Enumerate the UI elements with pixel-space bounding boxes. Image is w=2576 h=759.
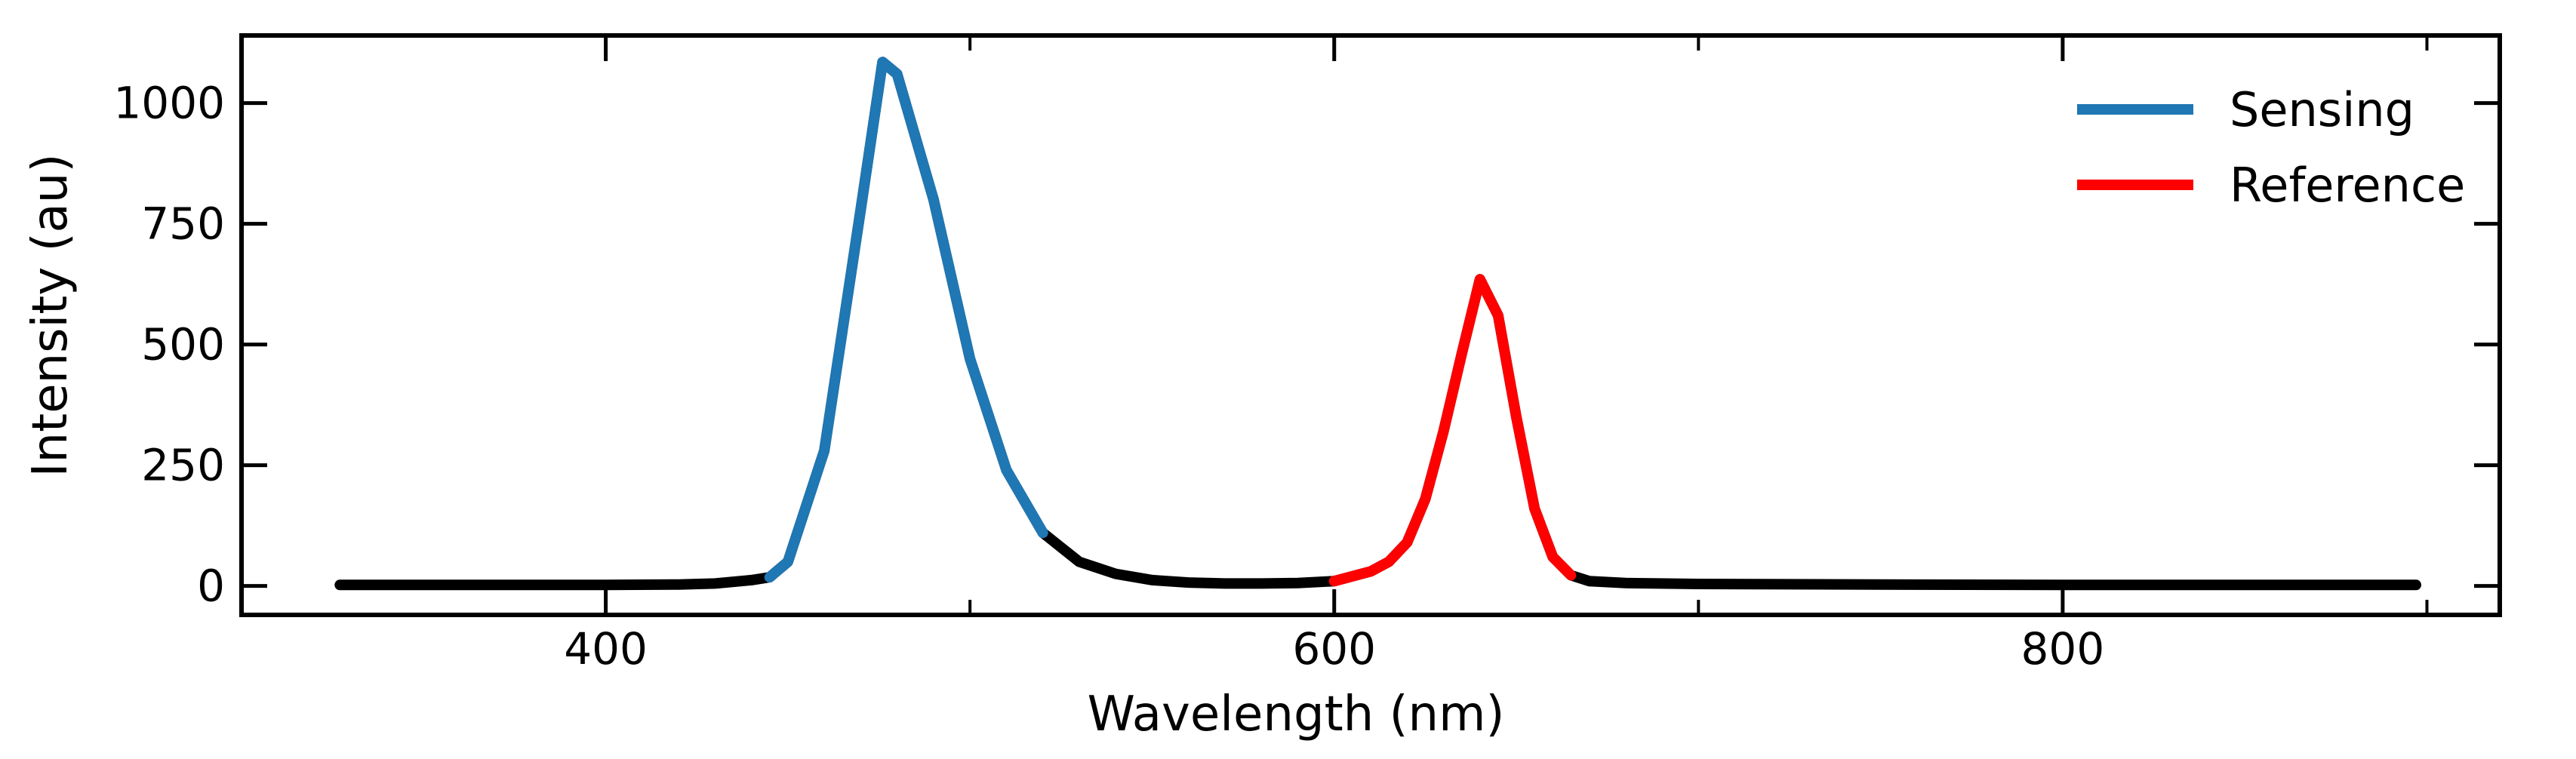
- legend-label-sensing: Sensing: [2230, 82, 2414, 137]
- series-line-full-spectrum: [334, 57, 2421, 591]
- y-tick-label: 0: [197, 561, 225, 612]
- plot-frame: [239, 33, 2502, 617]
- x-tick-label: 400: [564, 623, 648, 674]
- legend-label-reference: Reference: [2230, 158, 2465, 213]
- x-tick-label: 600: [1292, 623, 1376, 674]
- x-tick-label: 800: [2021, 623, 2105, 674]
- y-tick-label: 1000: [113, 78, 225, 129]
- x-axis-label: Wavelength (nm): [1088, 687, 1505, 742]
- y-tick-label: 500: [141, 319, 225, 370]
- y-axis-label: Intensity (au): [23, 154, 78, 478]
- series-line-sensing: [764, 57, 1048, 583]
- y-tick-label: 750: [141, 198, 225, 250]
- series-line-reference: [1328, 274, 1577, 587]
- y-tick-label: 250: [141, 440, 225, 491]
